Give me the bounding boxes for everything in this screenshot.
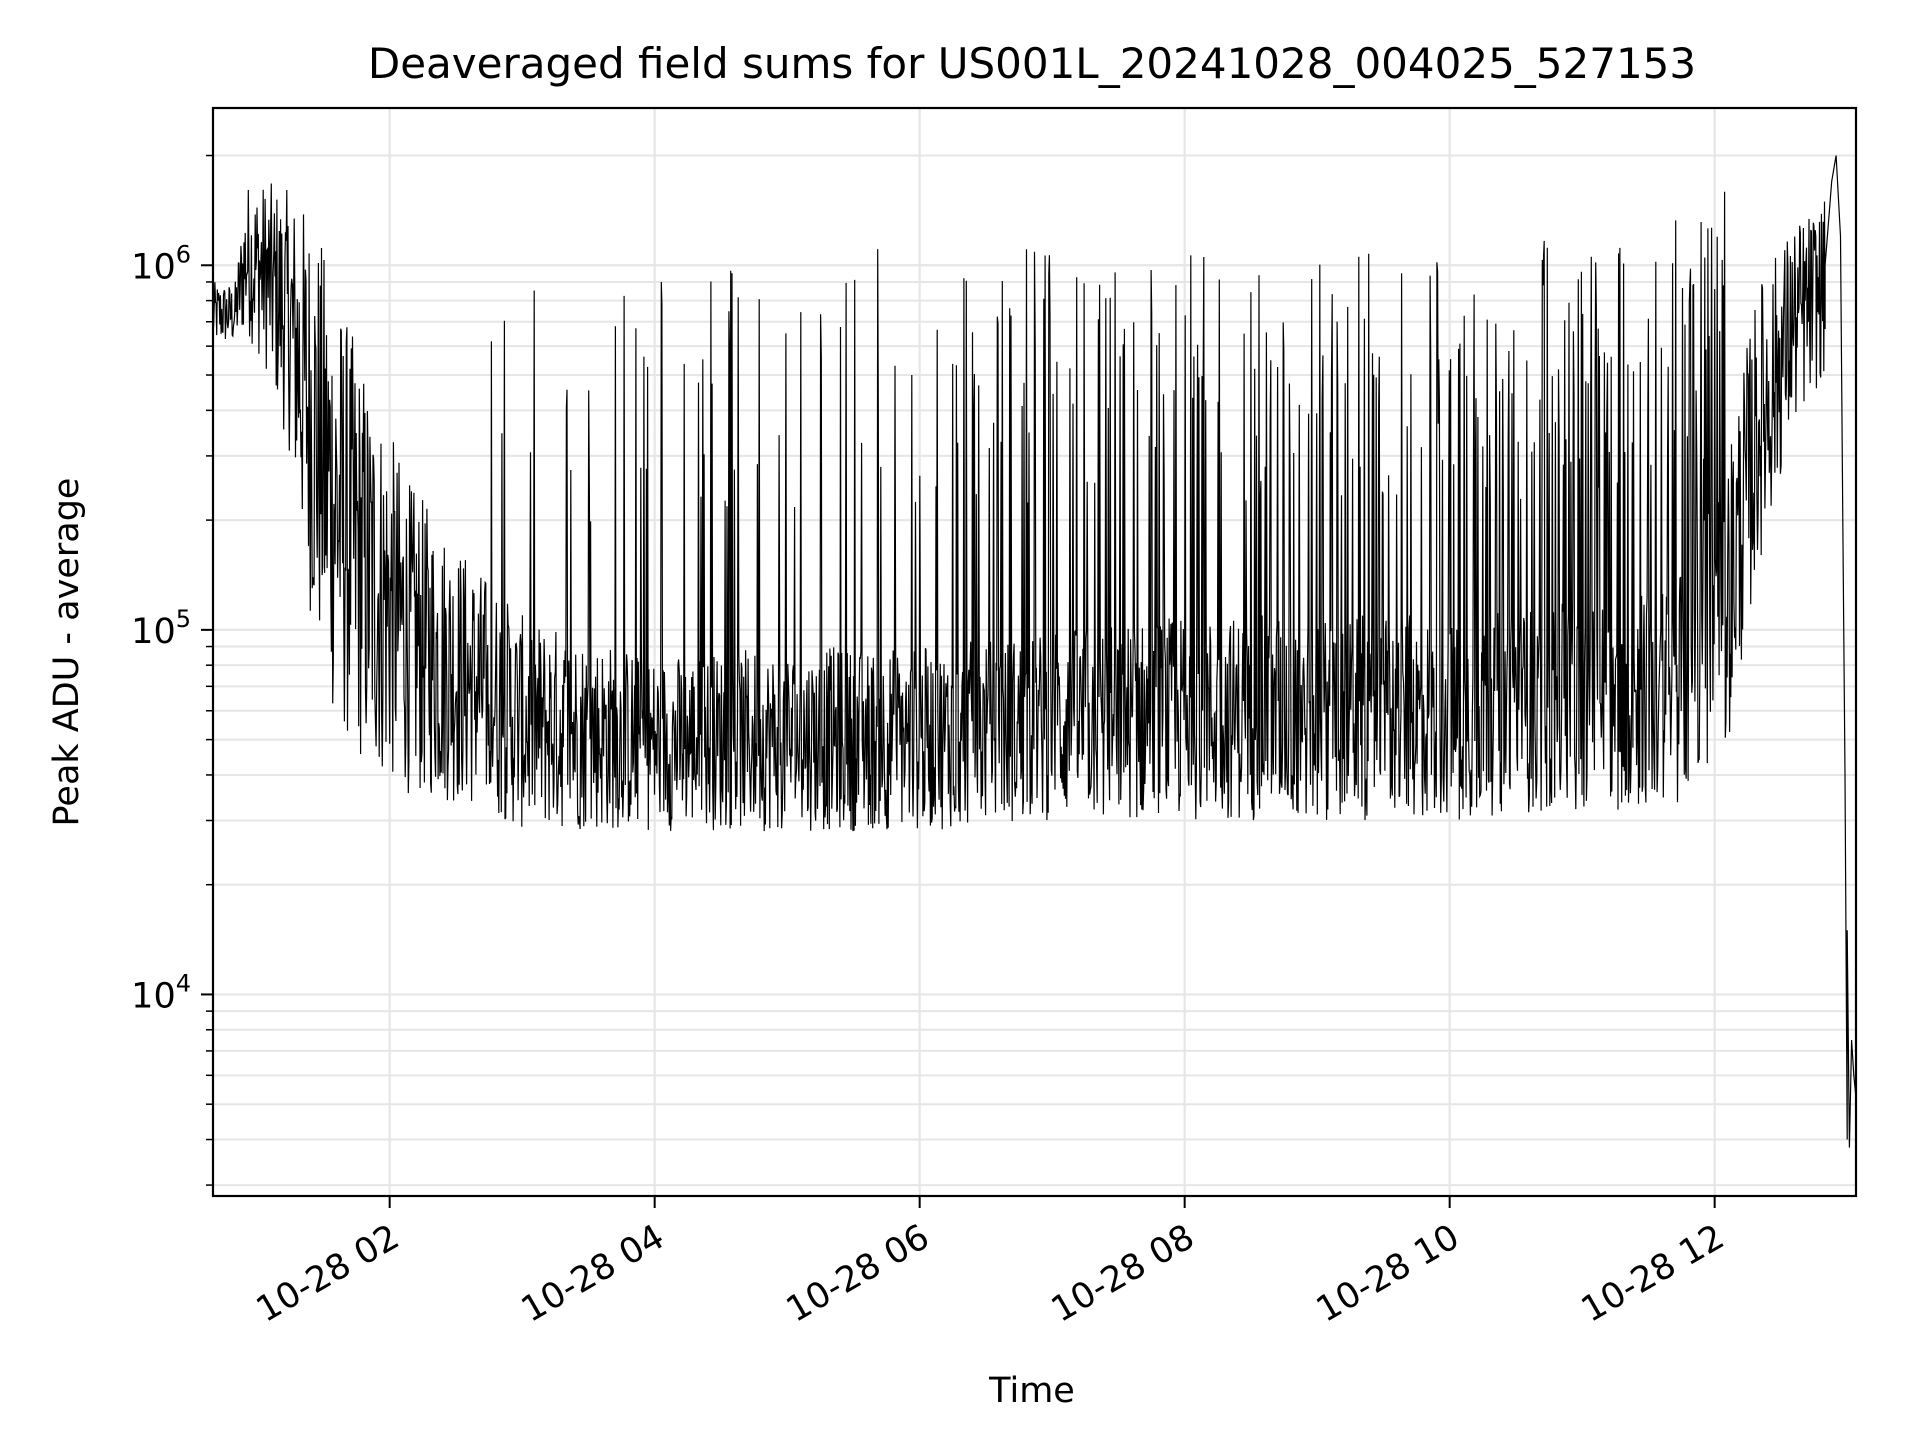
series-area (212, 155, 1857, 1148)
series-line (212, 155, 1857, 1148)
axes-frame (211, 106, 1858, 1198)
y-axis-label: Peak ADU - average (47, 478, 87, 827)
plot-area (211, 106, 1858, 1198)
y-axis: 104 105 106 (131, 154, 213, 1186)
x-axis-label: Time (988, 1371, 1075, 1411)
chart-title: Deaveraged field sums for US001L_2024102… (368, 39, 1696, 88)
y-tick-label: 104 (131, 969, 191, 1016)
y-tick-label: 105 (131, 605, 191, 652)
y-tick-label: 106 (131, 240, 191, 287)
